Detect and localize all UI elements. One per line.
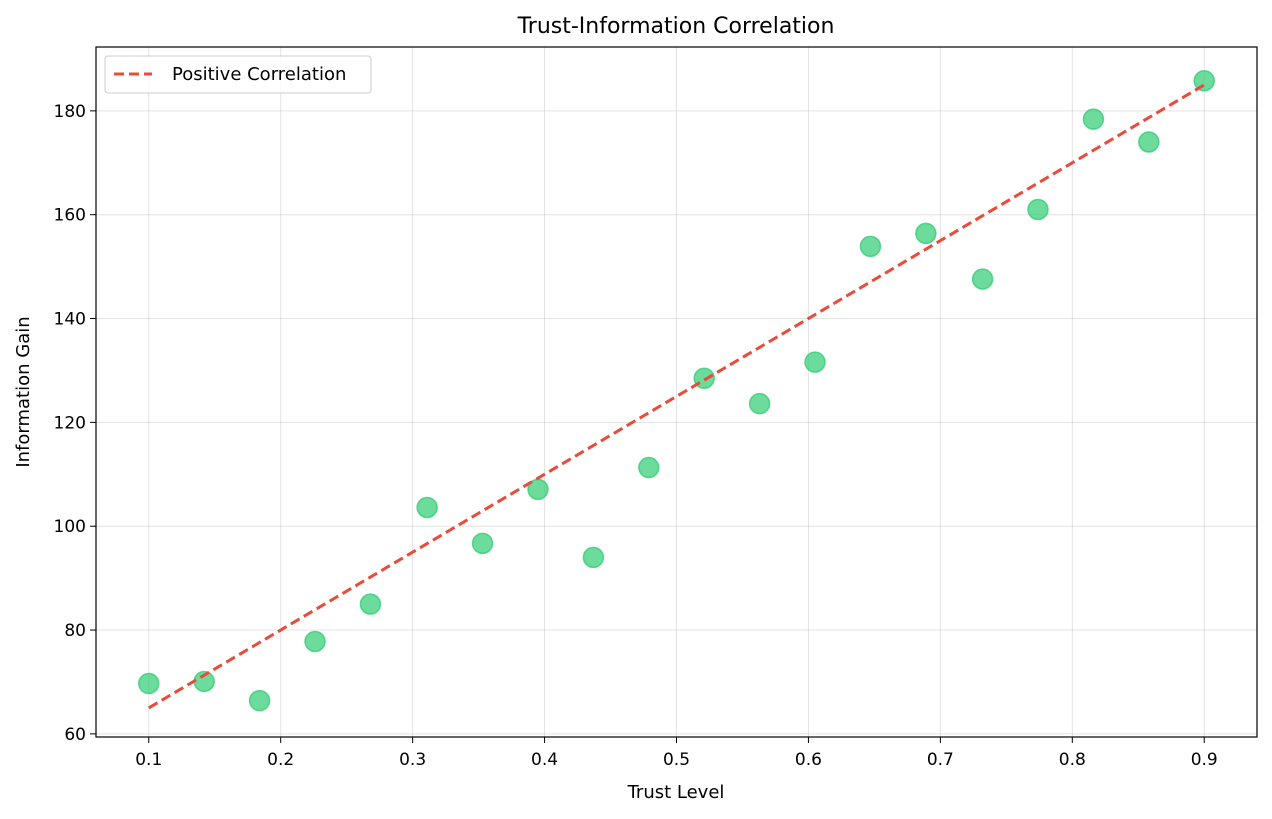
data-point (1138, 131, 1160, 153)
y-axis-label: Information Gain (13, 316, 34, 467)
y-tick-label: 120 (54, 413, 86, 433)
data-point (1027, 198, 1049, 221)
y-tick-label: 160 (54, 206, 86, 226)
legend-label-positive-correlation: Positive Correlation (172, 64, 346, 85)
trend-line (148, 83, 1205, 710)
y-tick-label: 60 (64, 725, 86, 745)
data-point (971, 268, 994, 290)
data-point (1082, 108, 1105, 130)
x-tick-label: 0.6 (795, 750, 822, 770)
data-points (138, 69, 1215, 712)
y-tick-label: 100 (54, 517, 86, 537)
y-tick-label: 180 (54, 102, 86, 122)
data-point (748, 392, 771, 415)
data-point (1193, 69, 1215, 92)
x-tick-label: 0.4 (531, 750, 558, 770)
data-point (416, 496, 438, 519)
data-point (248, 689, 271, 712)
legend: Positive Correlation (104, 55, 372, 94)
grid (96, 47, 1257, 737)
data-point (915, 222, 937, 245)
x-axis-ticks: 0.1 0.2 0.3 0.4 0.5 0.6 0.7 0.8 0.9 (135, 737, 1218, 770)
data-point (582, 546, 605, 569)
x-axis-label: Trust Level (627, 782, 725, 803)
legend-box (104, 55, 372, 94)
x-tick-label: 0.7 (927, 750, 954, 770)
chart-title: Trust-Information Correlation (517, 14, 835, 39)
x-tick-label: 0.9 (1191, 750, 1218, 770)
data-point (804, 351, 826, 373)
data-point (471, 532, 494, 555)
y-tick-label: 80 (64, 621, 86, 641)
x-tick-label: 0.8 (1059, 750, 1086, 770)
data-point (638, 456, 660, 479)
data-point (304, 630, 326, 653)
x-tick-label: 0.2 (267, 750, 294, 770)
x-tick-label: 0.1 (135, 750, 162, 770)
x-tick-label: 0.3 (399, 750, 426, 770)
x-tick-label: 0.5 (663, 750, 690, 770)
y-axis-ticks: 60 80 100 120 140 160 180 (54, 102, 96, 745)
data-point (138, 672, 160, 695)
trend-layer (148, 83, 1205, 710)
y-tick-label: 140 (54, 310, 86, 330)
data-point (359, 593, 382, 615)
data-point (859, 235, 882, 258)
